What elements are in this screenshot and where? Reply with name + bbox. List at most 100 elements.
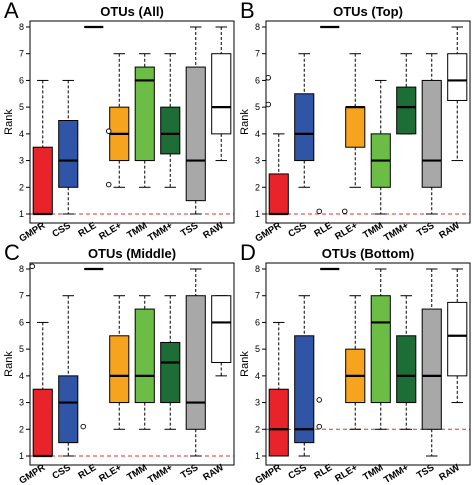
outlier-point (316, 208, 322, 215)
outlier-point (105, 181, 112, 188)
y-tick-label: 8 (255, 264, 260, 274)
panel-title: OTUs (Bottom) (322, 246, 414, 261)
y-tick-label: 5 (19, 344, 24, 354)
box-gmpr (29, 263, 53, 458)
box-rle-plus (105, 53, 130, 188)
box-raw (211, 295, 232, 377)
outlier-point (265, 75, 271, 81)
y-tick-label: 3 (19, 398, 24, 408)
y-tick-label: 1 (255, 451, 260, 461)
box-body (185, 295, 206, 430)
box-body (134, 66, 155, 162)
y-tick-label: 6 (19, 317, 24, 327)
y-tick-label: 5 (255, 344, 260, 354)
box-tmm (134, 53, 155, 188)
category-label: GMPR (253, 220, 283, 245)
y-tick-label: 6 (255, 317, 260, 327)
box-raw (447, 26, 468, 162)
box-body (268, 388, 289, 457)
y-tick-label: 1 (19, 209, 24, 219)
y-tick-label: 3 (19, 156, 24, 166)
y-axis-label: Rank (3, 109, 15, 135)
box-body (58, 375, 79, 444)
y-axis-label: Rank (239, 351, 251, 377)
y-tick-label: 3 (255, 398, 260, 408)
outlier-point (29, 263, 35, 270)
outlier-point (265, 101, 271, 108)
panel-letter: B (240, 0, 255, 23)
category-label: TMM+ (382, 220, 411, 244)
box-css (294, 295, 315, 457)
box-rle (316, 267, 340, 430)
y-tick-label: 4 (255, 129, 260, 139)
box-body (294, 93, 315, 162)
category-label: GMPR (17, 220, 47, 245)
box-tmm-plus (396, 295, 417, 430)
plot-frame (29, 20, 235, 224)
box-body (294, 335, 315, 444)
box-body (447, 301, 468, 377)
panel-title: OTUs (All) (100, 4, 164, 19)
y-tick-label: 8 (255, 22, 260, 32)
box-tmm-plus (160, 53, 181, 188)
box-css (294, 53, 315, 188)
y-tick-label: 4 (19, 129, 24, 139)
outlier-point (105, 128, 112, 134)
y-tick-label: 1 (255, 209, 260, 219)
box-body (58, 120, 79, 188)
y-axis-label: Rank (239, 109, 251, 135)
y-tick-label: 5 (19, 102, 24, 112)
box-rle (80, 267, 104, 430)
box-raw (211, 26, 232, 162)
panel-title: OTUs (Top) (333, 4, 403, 19)
y-tick-label: 5 (255, 102, 260, 112)
box-body (345, 106, 366, 148)
outlier-point (316, 397, 322, 403)
box-body (32, 146, 53, 215)
box-rle-plus (345, 295, 366, 430)
box-body (160, 106, 181, 155)
box-body (32, 388, 53, 457)
panel-letter: C (4, 240, 20, 265)
panel-letter: A (4, 0, 19, 23)
box-body (370, 295, 391, 404)
y-tick-label: 7 (19, 49, 24, 59)
category-label: GMPR (17, 462, 47, 485)
box-css (58, 295, 79, 457)
box-body (421, 308, 442, 430)
box-gmpr (32, 79, 53, 216)
category-label: TMM+ (146, 220, 175, 244)
y-tick-label: 2 (255, 182, 260, 192)
box-rle-plus (109, 295, 130, 430)
y-tick-label: 2 (19, 182, 24, 192)
box-body (211, 295, 232, 364)
box-body (396, 86, 417, 135)
outlier-point (80, 423, 86, 430)
box-tss (185, 26, 206, 215)
box-body (421, 79, 442, 188)
box-body (185, 66, 206, 202)
box-body (109, 335, 130, 404)
box-body (134, 308, 155, 404)
y-tick-label: 7 (255, 291, 260, 301)
box-tmm (370, 79, 391, 215)
y-tick-label: 7 (19, 291, 24, 301)
plot-frame (265, 20, 471, 224)
box-gmpr (268, 321, 289, 457)
y-tick-label: 6 (19, 75, 24, 85)
panel-letter: D (240, 240, 256, 265)
y-tick-label: 1 (19, 451, 24, 461)
box-tmm-plus (396, 53, 417, 135)
y-tick-label: 2 (255, 424, 260, 434)
y-tick-label: 8 (19, 264, 24, 274)
y-tick-label: 6 (255, 75, 260, 85)
box-tmm (370, 268, 391, 430)
box-body (447, 53, 468, 101)
box-body (160, 341, 181, 404)
box-tmm (134, 295, 155, 430)
